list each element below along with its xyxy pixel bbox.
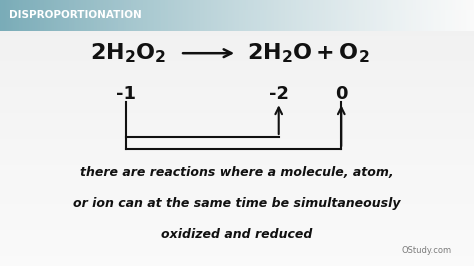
Text: oxidized and reduced: oxidized and reduced bbox=[161, 228, 313, 240]
Text: 0: 0 bbox=[335, 85, 347, 103]
Text: OStudy.com: OStudy.com bbox=[401, 246, 452, 255]
Text: there are reactions where a molecule, atom,: there are reactions where a molecule, at… bbox=[80, 167, 394, 179]
Text: or ion can at the same time be simultaneously: or ion can at the same time be simultane… bbox=[73, 197, 401, 210]
Text: -2: -2 bbox=[269, 85, 289, 103]
Text: DISPROPORTIONATION: DISPROPORTIONATION bbox=[9, 10, 141, 20]
Text: $\mathbf{2H_2O_2}$: $\mathbf{2H_2O_2}$ bbox=[90, 41, 166, 65]
Text: $\mathbf{2H_2O + O_2}$: $\mathbf{2H_2O + O_2}$ bbox=[247, 41, 369, 65]
Text: -1: -1 bbox=[116, 85, 136, 103]
